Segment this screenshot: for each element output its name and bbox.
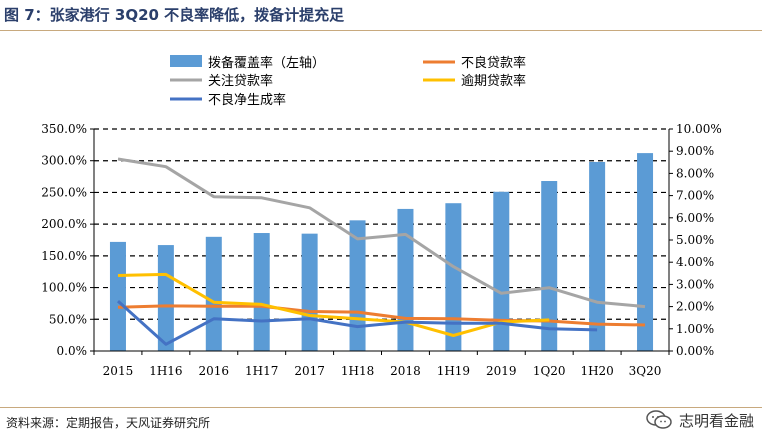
bar	[301, 233, 318, 351]
left-axis-tick-label: 250.0%	[41, 185, 87, 199]
x-axis-tick-label: 2019	[486, 364, 517, 378]
x-axis-tick-label: 2018	[390, 364, 421, 378]
right-axis-tick-label: 9.00%	[676, 144, 714, 158]
bar	[637, 153, 654, 351]
left-axis-tick-label: 300.0%	[41, 154, 87, 168]
watermark: 志明看金融	[645, 406, 754, 434]
x-axis-tick-label: 1H19	[437, 364, 470, 378]
source-note: 资料来源：定期报告，天风证券研究所	[6, 416, 211, 430]
footer-divider	[0, 407, 762, 408]
legend-label: 拨备覆盖率（左轴）	[208, 55, 325, 71]
x-axis-tick-label: 2017	[294, 364, 325, 378]
series-line	[117, 272, 550, 337]
gridlines	[94, 128, 669, 320]
watermark-text: 志明看金融	[678, 411, 754, 430]
series-line	[116, 299, 598, 346]
bar	[493, 191, 510, 351]
x-axis-tick-label: 2015	[103, 364, 134, 378]
right-axis-tick-label: 1.00%	[676, 322, 714, 336]
legend-label: 不良净生成率	[208, 92, 286, 108]
x-axis-tick-label: 1H20	[580, 364, 613, 378]
left-axis-tick-label: 150.0%	[41, 249, 87, 263]
left-axis-tick-label: 350.0%	[41, 122, 87, 136]
bar	[253, 233, 270, 351]
right-axis-tick-label: 6.00%	[676, 211, 714, 225]
line-series	[116, 157, 646, 346]
right-axis-tick-label: 8.00%	[676, 166, 714, 180]
legend-label: 不良贷款率	[461, 55, 526, 71]
x-axis-tick-label: 1H18	[341, 364, 374, 378]
right-axis-tick-label: 4.00%	[676, 255, 714, 269]
right-axis-tick-label: 3.00%	[676, 277, 714, 291]
left-axis-tick-label: 50.0%	[49, 312, 87, 326]
bar	[445, 203, 462, 351]
x-axis-tick-label: 2016	[199, 364, 230, 378]
title-divider	[0, 30, 762, 31]
bar	[205, 236, 222, 351]
series-line	[117, 304, 646, 327]
legend-label: 逾期贷款率	[461, 73, 526, 89]
bar	[397, 208, 414, 351]
x-axis-tick-label: 1H17	[245, 364, 278, 378]
series-line	[117, 157, 646, 309]
bar-series	[109, 153, 654, 351]
legend-swatch	[170, 55, 202, 67]
x-axis-tick-label: 1Q20	[533, 364, 566, 378]
right-axis-tick-label: 10.00%	[676, 122, 722, 136]
right-axis-tick-label: 7.00%	[676, 189, 714, 203]
chart-title: 图 7：张家港行 3Q20 不良率降低，拨备计提充足	[4, 6, 345, 24]
x-axis-tick-label: 3Q20	[629, 364, 662, 378]
bar	[157, 245, 174, 351]
wechat-icon	[646, 410, 672, 429]
right-axis-tick-label: 2.00%	[676, 300, 714, 314]
right-axis-tick-label: 5.00%	[676, 233, 714, 247]
bar	[541, 181, 558, 351]
left-axis-tick-label: 200.0%	[41, 217, 87, 231]
x-axis-tick-label: 1H16	[149, 364, 182, 378]
left-axis-tick-label: 100.0%	[41, 281, 87, 295]
left-axis-tick-label: 0.0%	[57, 344, 88, 358]
legend-label: 关注贷款率	[208, 73, 273, 89]
bar	[109, 241, 126, 351]
right-axis-tick-label: 0.00%	[676, 344, 714, 358]
axes: 0.0% 50.0% 100.0% 150.0% 200.0% 250.0% 300.0% 3…	[41, 122, 722, 378]
